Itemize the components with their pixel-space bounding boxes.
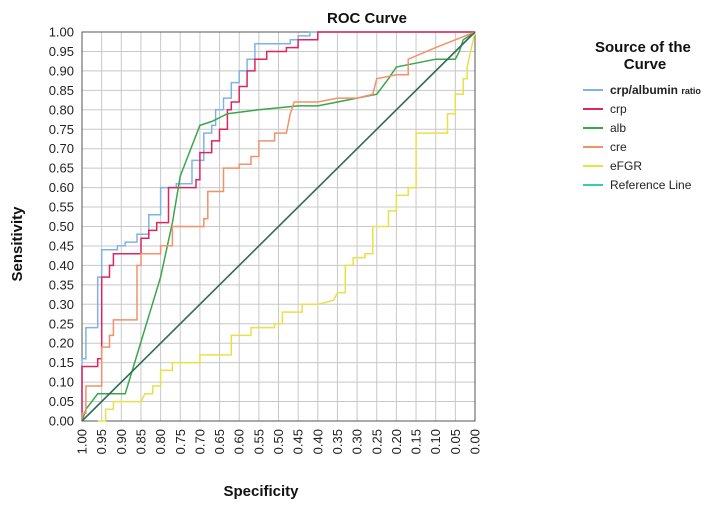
x-tick-label: 0.80 — [153, 429, 168, 454]
series-line-alb — [81, 31, 476, 422]
x-tick-label: 0.25 — [369, 429, 384, 454]
x-tick-label: 0.35 — [330, 429, 345, 454]
legend-label: eFGR — [610, 159, 642, 173]
legend: Source of the Curve crp/albumin ratiocrp… — [583, 39, 701, 192]
x-tick-labels: 1.00 0.95 0.90 0.85 0.80 0.75 0.70 0.65 0.60 0.55… — [75, 429, 483, 454]
x-tick-label: 0.60 — [232, 429, 247, 454]
x-tick-label: 0.95 — [94, 429, 109, 454]
y-tick-label: 0.55 — [49, 200, 74, 215]
y-tick-label: 0.60 — [49, 180, 74, 195]
x-tick-label: 0.90 — [114, 429, 129, 454]
legend-entries: crp/albumin ratio crp alb cre eFGR Reference … — [583, 83, 701, 192]
y-tick-label: 0.50 — [49, 219, 74, 234]
x-tick-label: 0.20 — [389, 429, 404, 454]
y-tick-label: 1.00 — [49, 25, 74, 40]
legend-label: crp/albumin ratio — [610, 83, 701, 97]
y-tick-label: 0.15 — [49, 355, 74, 370]
x-tick-label: 0.30 — [350, 429, 365, 454]
y-axis-title: Sensitivity — [9, 206, 26, 282]
x-tick-label: 1.00 — [75, 429, 90, 454]
legend-label: cre — [610, 140, 627, 154]
legend-label: crp — [610, 102, 627, 116]
y-tick-label: 0.20 — [49, 336, 74, 351]
y-tick-labels: 0.00 0.05 0.10 0.15 0.20 0.25 0.30 0.35 0.40 0.45… — [49, 25, 74, 429]
x-tick-label: 0.55 — [251, 429, 266, 454]
x-tick-label: 0.65 — [212, 429, 227, 454]
legend-label: alb — [610, 121, 626, 135]
series-lines — [81, 31, 476, 422]
x-tick-label: 0.10 — [428, 429, 443, 454]
y-tick-label: 0.35 — [49, 277, 74, 292]
legend-title-line-1: Source of the — [595, 39, 691, 56]
x-tick-label: 0.50 — [271, 429, 286, 454]
legend-label: Reference Line — [610, 178, 692, 192]
y-tick-label: 0.90 — [49, 63, 74, 78]
legend-title-line-2: Curve — [624, 56, 667, 73]
series-line-efgr — [97, 31, 476, 422]
plot-frame — [81, 31, 476, 422]
x-tick-label: 0.40 — [310, 429, 325, 454]
x-tick-label: 0.05 — [448, 429, 463, 454]
series-line-cre — [81, 31, 476, 421]
y-tick-label: 0.30 — [49, 297, 74, 312]
y-tick-label: 0.70 — [49, 141, 74, 156]
y-tick-label: 0.65 — [49, 161, 74, 176]
x-tick-label: 0.75 — [173, 429, 188, 454]
y-tick-label: 0.80 — [49, 102, 74, 117]
x-tick-label: 0.00 — [468, 429, 483, 454]
y-tick-label: 0.00 — [49, 414, 74, 429]
legend-title: Source of the Curve — [595, 39, 695, 73]
y-tick-label: 0.05 — [49, 394, 74, 409]
series-line-crp-albumin-ratio — [81, 31, 475, 421]
chart-title: ROC Curve — [327, 10, 407, 27]
series-line-crp — [81, 31, 475, 421]
y-tick-label: 0.45 — [49, 238, 74, 253]
y-tick-label: 0.85 — [49, 83, 74, 98]
x-tick-label: 0.15 — [409, 429, 424, 454]
x-axis-title: Specificity — [223, 483, 299, 500]
y-tick-label: 0.95 — [49, 44, 74, 59]
x-tick-label: 0.45 — [291, 429, 306, 454]
y-tick-label: 0.10 — [49, 375, 74, 390]
y-tick-label: 0.40 — [49, 258, 74, 273]
x-tick-label: 0.70 — [192, 429, 207, 454]
y-tick-label: 0.25 — [49, 316, 74, 331]
y-tick-label: 0.75 — [49, 122, 74, 137]
series-line-reference-line — [81, 31, 476, 422]
x-tick-label: 0.85 — [133, 429, 148, 454]
